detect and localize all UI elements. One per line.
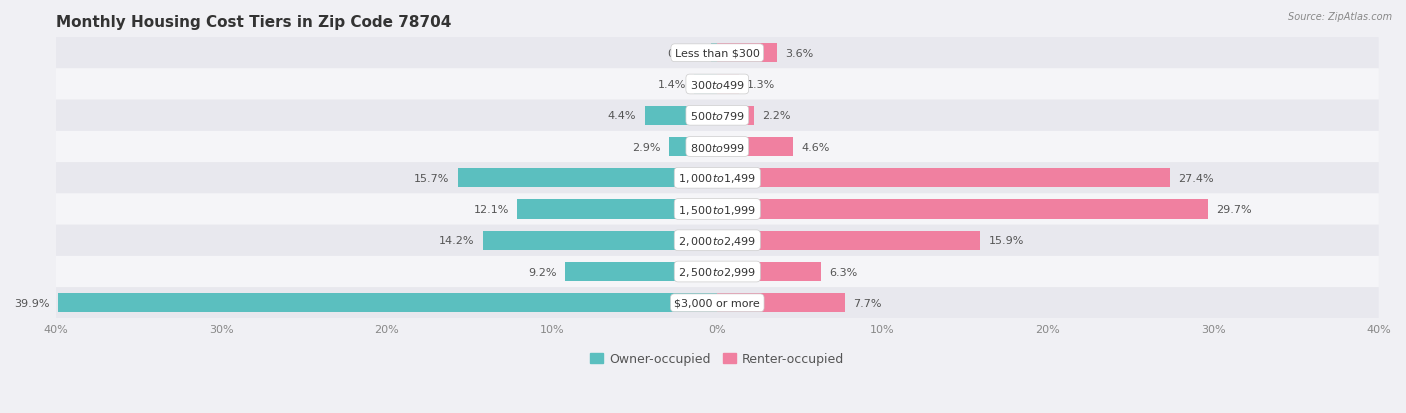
- FancyBboxPatch shape: [56, 163, 1379, 194]
- FancyBboxPatch shape: [56, 256, 1379, 287]
- Text: $1,500 to $1,999: $1,500 to $1,999: [678, 203, 756, 216]
- Text: 15.7%: 15.7%: [415, 173, 450, 183]
- Text: $2,500 to $2,999: $2,500 to $2,999: [678, 266, 756, 278]
- FancyBboxPatch shape: [56, 132, 1379, 163]
- Text: $800 to $999: $800 to $999: [690, 141, 745, 153]
- Bar: [482, 231, 717, 250]
- Bar: [717, 75, 738, 95]
- Text: 2.2%: 2.2%: [762, 111, 790, 121]
- Bar: [669, 138, 717, 157]
- Text: 4.4%: 4.4%: [607, 111, 637, 121]
- Bar: [58, 293, 717, 313]
- Text: 2.9%: 2.9%: [633, 142, 661, 152]
- Text: 4.6%: 4.6%: [801, 142, 830, 152]
- Text: 39.9%: 39.9%: [14, 298, 49, 308]
- Bar: [458, 169, 717, 188]
- Text: 6.3%: 6.3%: [830, 267, 858, 277]
- Text: 15.9%: 15.9%: [988, 236, 1024, 246]
- Text: 9.2%: 9.2%: [529, 267, 557, 277]
- Legend: Owner-occupied, Renter-occupied: Owner-occupied, Renter-occupied: [585, 347, 849, 370]
- Text: $500 to $799: $500 to $799: [690, 110, 745, 122]
- Text: Less than $300: Less than $300: [675, 49, 759, 59]
- FancyBboxPatch shape: [56, 100, 1379, 132]
- FancyBboxPatch shape: [56, 194, 1379, 225]
- Bar: [717, 169, 1170, 188]
- Bar: [717, 200, 1208, 219]
- Text: $3,000 or more: $3,000 or more: [675, 298, 761, 308]
- Bar: [695, 75, 717, 95]
- Text: 3.6%: 3.6%: [785, 49, 813, 59]
- Text: $1,000 to $1,499: $1,000 to $1,499: [678, 172, 756, 185]
- Text: 1.3%: 1.3%: [747, 80, 775, 90]
- Text: 14.2%: 14.2%: [439, 236, 474, 246]
- Text: $300 to $499: $300 to $499: [690, 79, 745, 91]
- Bar: [717, 293, 845, 313]
- Text: 0.38%: 0.38%: [668, 49, 703, 59]
- FancyBboxPatch shape: [56, 69, 1379, 100]
- Text: 12.1%: 12.1%: [474, 204, 509, 214]
- Bar: [717, 44, 776, 63]
- Bar: [717, 231, 980, 250]
- Text: 1.4%: 1.4%: [658, 80, 686, 90]
- Bar: [717, 106, 754, 126]
- Bar: [711, 44, 717, 63]
- Bar: [717, 262, 821, 282]
- Text: $2,000 to $2,499: $2,000 to $2,499: [678, 234, 756, 247]
- FancyBboxPatch shape: [56, 287, 1379, 319]
- Bar: [717, 138, 793, 157]
- Text: Monthly Housing Cost Tiers in Zip Code 78704: Monthly Housing Cost Tiers in Zip Code 7…: [56, 15, 451, 30]
- Text: 7.7%: 7.7%: [853, 298, 882, 308]
- Text: 29.7%: 29.7%: [1216, 204, 1253, 214]
- Bar: [644, 106, 717, 126]
- Text: Source: ZipAtlas.com: Source: ZipAtlas.com: [1288, 12, 1392, 22]
- FancyBboxPatch shape: [56, 225, 1379, 256]
- Bar: [517, 200, 717, 219]
- FancyBboxPatch shape: [56, 38, 1379, 69]
- Text: 27.4%: 27.4%: [1178, 173, 1215, 183]
- Bar: [565, 262, 717, 282]
